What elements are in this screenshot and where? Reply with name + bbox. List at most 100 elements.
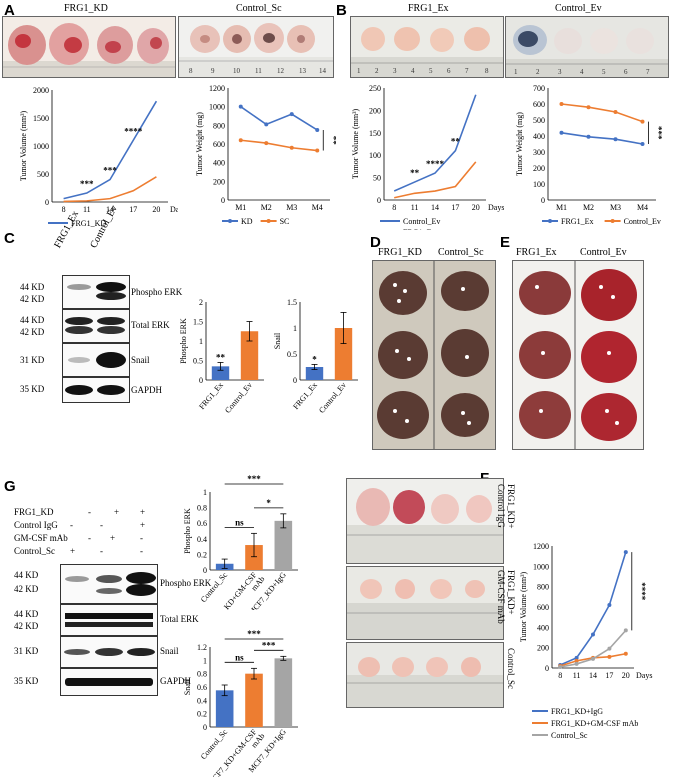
- blot-c-snail: [62, 343, 130, 377]
- x-tick-label: 11: [411, 203, 419, 212]
- series-point: [289, 112, 294, 117]
- photo-a-left: [2, 16, 176, 78]
- ruler-b-tick: 2: [375, 67, 379, 75]
- y-axis-label: Tumor Volume (mm³): [351, 109, 360, 180]
- mark-g: +: [140, 507, 146, 517]
- panel-label-a: A: [4, 2, 15, 19]
- y-tick-label: 400: [213, 159, 225, 168]
- panel-label-b: B: [336, 2, 347, 19]
- sig-annotation: ***: [654, 126, 664, 140]
- kd-g-2a: 44 KD: [14, 609, 39, 619]
- bar: [245, 545, 263, 570]
- photo-b-right: 1 2 3 4 5 6 7: [505, 16, 669, 78]
- ruler-b-tick: 3: [393, 67, 397, 75]
- y-tick-label: 0.8: [197, 504, 207, 513]
- blot-g-gapdh: [60, 668, 158, 696]
- series-point: [623, 628, 628, 633]
- chart-a-weight: 0 200 400 600 800 1000 1200 M1 M2 M3 M4 Tumor Weigh…: [195, 84, 336, 226]
- y-tick-label: 1000: [209, 103, 225, 112]
- x-tick-label: M4: [637, 203, 648, 212]
- photo-b-left-label: FRG1_Ex: [408, 3, 449, 14]
- y-tick-label: 1.5: [193, 318, 203, 327]
- mark-g: -: [88, 533, 91, 543]
- photo-d-left-label: FRG1_KD: [378, 247, 422, 258]
- series-point: [264, 141, 269, 146]
- sig-annotation: ***: [80, 179, 94, 189]
- series-line: [63, 100, 158, 200]
- legend-label: Control_Ev: [624, 217, 661, 226]
- y-tick-label: 2: [199, 298, 203, 307]
- y-tick-label: 0: [541, 196, 545, 205]
- series-point: [640, 142, 645, 146]
- y-tick-label: 250: [369, 84, 381, 93]
- x-tick-label: M2: [583, 203, 594, 212]
- sig-annotation: ***: [247, 629, 261, 639]
- y-tick-label: 500: [533, 116, 545, 125]
- legend-label: Control_Sc: [551, 731, 588, 740]
- sig-annotation: ****: [637, 582, 647, 601]
- series-point: [574, 655, 579, 660]
- x-tick-label: 14: [431, 203, 439, 212]
- x-tick-label: FRG1_Ex: [197, 381, 225, 412]
- photo-f-row1: [346, 478, 504, 564]
- x-tick-label: M3: [286, 203, 297, 212]
- y-tick-label: 0: [199, 376, 203, 385]
- blot-c-gapdh: [62, 377, 130, 403]
- y-tick-label: 1.2: [197, 643, 207, 652]
- y-tick-label: 1.5: [287, 298, 297, 307]
- y-tick-label: 0: [203, 566, 207, 575]
- series-point: [591, 656, 595, 661]
- sig-annotation: ****: [426, 159, 445, 169]
- y-axis-label: Phospho ERK: [183, 508, 192, 554]
- bar: [215, 690, 234, 727]
- sig-annotation: ***: [103, 166, 117, 176]
- series-line: [559, 551, 627, 666]
- chart-f-volume: 0 200 400 600 800 1000 1200 8 11 14 17 20 Days Tumor …: [519, 542, 652, 740]
- row-c-total: Total ERK: [131, 320, 170, 330]
- x-axis-label: Days: [170, 205, 178, 214]
- series-point: [613, 110, 618, 114]
- y-tick-label: 1200: [209, 84, 225, 93]
- y-tick-label: 0.5: [287, 350, 297, 359]
- ruler-b-tick: 8: [485, 67, 489, 75]
- x-tick-label: M3: [610, 203, 621, 212]
- kd-c-3a: 31 KD: [20, 355, 45, 365]
- x-tick-label: 14: [589, 671, 597, 680]
- y-tick-label: 600: [537, 603, 549, 612]
- sig-annotation: ****: [124, 126, 143, 136]
- ruler-b2-tick: 2: [536, 68, 540, 76]
- y-axis-label: Snail: [183, 678, 192, 695]
- y-tick-label: 0.6: [197, 519, 207, 528]
- photo-a-left-label: FRG1_KD: [64, 3, 108, 14]
- series-line: [240, 139, 318, 152]
- legend-label: FRG1_KD+IgG: [551, 707, 603, 716]
- y-tick-label: 800: [213, 121, 225, 130]
- series-point: [574, 661, 579, 666]
- ruler-a-tick: 14: [319, 67, 327, 75]
- x-tick-label: M1: [235, 203, 246, 212]
- kd-c-2a: 44 KD: [20, 315, 45, 325]
- y-tick-label: 0: [203, 723, 207, 732]
- series-point: [264, 122, 269, 127]
- x-tick-label: 8: [392, 203, 396, 212]
- y-tick-label: 2000: [33, 86, 49, 95]
- blot-g-snail: [60, 636, 158, 668]
- y-axis-label: Tumor Volume (mm³): [19, 111, 28, 182]
- sig-annotation: ***: [262, 640, 276, 650]
- kd-g-1a: 44 KD: [14, 570, 39, 580]
- ruler-b-tick: 5: [429, 67, 433, 75]
- panel-label-d: D: [370, 234, 381, 251]
- legend-label: SC: [280, 217, 290, 226]
- y-tick-label: 0.5: [193, 357, 203, 366]
- photo-b-left: 1 2 3 4 5 6 7 8: [350, 16, 504, 78]
- mark-g: -: [140, 546, 143, 556]
- bar: [245, 673, 263, 727]
- y-tick-label: 1000: [533, 562, 549, 571]
- x-tick-label: 8: [62, 205, 66, 214]
- kd-g-3a: 31 KD: [14, 646, 39, 656]
- mark-g: -: [140, 533, 143, 543]
- series-point: [238, 138, 243, 143]
